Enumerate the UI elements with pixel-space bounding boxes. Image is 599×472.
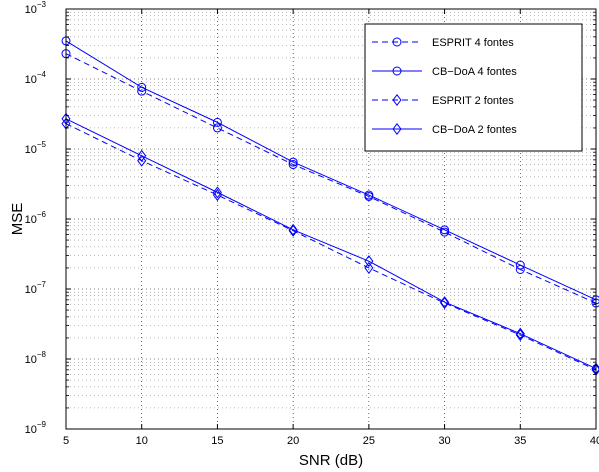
x-tick-label: 30: [438, 435, 450, 447]
x-tick-label: 5: [63, 435, 69, 447]
y-tick-label: 10−7: [25, 280, 47, 296]
series-line: [65, 118, 597, 370]
y-tick-label: 10−6: [25, 210, 47, 226]
y-axis-label: MSE: [9, 203, 26, 236]
series-line: [65, 40, 597, 301]
y-tick-label: 10−9: [25, 420, 47, 436]
y-tick-label: 10−4: [25, 70, 47, 86]
data-point: [364, 261, 374, 274]
data-point: [364, 255, 374, 268]
x-tick-label: 20: [287, 435, 299, 447]
data-point: [288, 223, 298, 236]
x-tick-label: 10: [136, 435, 148, 447]
legend-label: CB−DoA 2 fontes: [432, 124, 517, 136]
data-point: [137, 82, 147, 92]
grid: [66, 9, 596, 429]
legend-box: [364, 23, 583, 152]
legend-swatch-marker: [392, 93, 402, 107]
data-point: [515, 260, 525, 270]
legend-label: ESPRIT 2 fontes: [432, 95, 514, 107]
data-point: [212, 123, 222, 133]
data-point: [212, 186, 222, 199]
data-point: [288, 157, 298, 167]
legend-label: ESPRIT 4 fontes: [432, 37, 514, 49]
legend-swatch-marker: [392, 66, 402, 76]
y-tick-label: 10−8: [25, 350, 47, 366]
data-point: [440, 296, 450, 309]
series-line: [65, 53, 597, 304]
y-tick-label: 10−5: [25, 140, 47, 156]
x-axis-label: SNR (dB): [299, 452, 363, 469]
y-tick-label: 10−3: [25, 0, 47, 16]
data-point: [212, 117, 222, 127]
data-point: [364, 190, 374, 200]
data-point: [515, 328, 525, 342]
data-point: [440, 225, 450, 235]
data-point: [440, 297, 450, 310]
data-point: [137, 154, 147, 167]
x-tick-label: 25: [363, 435, 375, 447]
legend-swatch-marker: [392, 122, 402, 136]
x-tick-label: 35: [514, 435, 526, 447]
legend: ESPRIT 4 fontes CB−DoA 4 fontes ESPRIT 2 f…: [364, 23, 583, 152]
series-line: [65, 123, 597, 371]
legend-label: CB−DoA 4 fontes: [432, 66, 517, 78]
x-tick-label: 15: [211, 435, 223, 447]
data-point: [515, 327, 525, 340]
data-point: [137, 149, 147, 162]
ticks: 5 10 15 20 25 30 35 40 10−9 10−8 10−7 10−6 10−5 10−4 1…: [25, 0, 599, 447]
legend-swatch-marker: [392, 37, 402, 47]
data-point: [288, 160, 298, 170]
x-tick-label: 40: [590, 435, 599, 447]
